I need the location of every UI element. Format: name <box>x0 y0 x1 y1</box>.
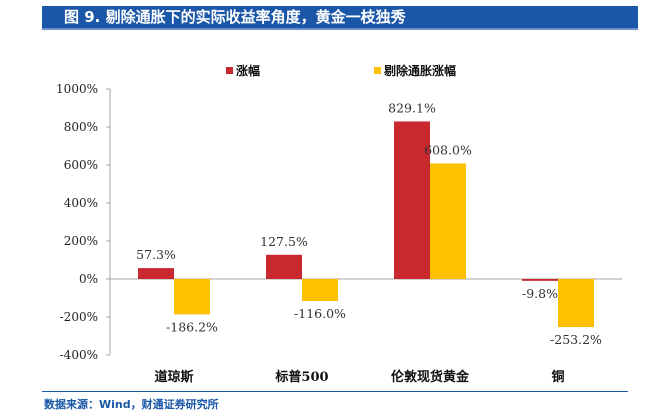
y-tick-label: -400% <box>60 348 98 362</box>
bar-real-gain <box>302 279 338 302</box>
data-label: -186.2% <box>166 319 218 334</box>
y-tick-label: 600% <box>64 158 98 172</box>
data-label: 57.3% <box>136 247 176 262</box>
bar-gain <box>522 279 558 281</box>
bar-real-gain <box>430 163 466 279</box>
data-label: 829.1% <box>388 100 436 115</box>
x-tick-label: 伦敦现货黄金 <box>391 369 470 385</box>
title-underline <box>42 28 638 30</box>
bar-real-gain <box>558 279 594 328</box>
data-source: 数据来源：Wind，财通证券研究所 <box>44 398 219 411</box>
legend-label: 剔除通胀涨幅 <box>383 63 456 78</box>
bar-real-gain <box>174 279 210 315</box>
data-label: 608.0% <box>424 142 472 157</box>
data-label: 127.5% <box>260 234 308 249</box>
y-tick-label: 1000% <box>56 82 98 96</box>
bar-gain <box>138 268 174 279</box>
legend-label: 涨幅 <box>236 63 260 78</box>
data-label: -116.0% <box>294 306 346 321</box>
y-tick-label: 0% <box>79 272 98 286</box>
data-label: -9.8% <box>522 286 558 301</box>
legend-swatch <box>226 67 233 74</box>
bar-gain <box>266 254 302 279</box>
y-tick-label: 800% <box>64 120 98 134</box>
y-tick-label: 200% <box>64 234 98 248</box>
x-tick-label: 道琼斯 <box>154 369 193 385</box>
x-tick-label: 铜 <box>550 369 564 385</box>
legend-swatch <box>374 67 381 74</box>
chart-title: 图 9. 剔除通胀下的实际收益率角度，黄金一枝独秀 <box>42 6 638 28</box>
bar-gain <box>394 121 430 279</box>
footer-divider <box>42 391 628 392</box>
y-tick-label: -200% <box>60 310 98 324</box>
x-tick-label: 标普500 <box>274 369 328 385</box>
data-label: -253.2% <box>550 332 602 347</box>
y-tick-label: 400% <box>64 196 98 210</box>
